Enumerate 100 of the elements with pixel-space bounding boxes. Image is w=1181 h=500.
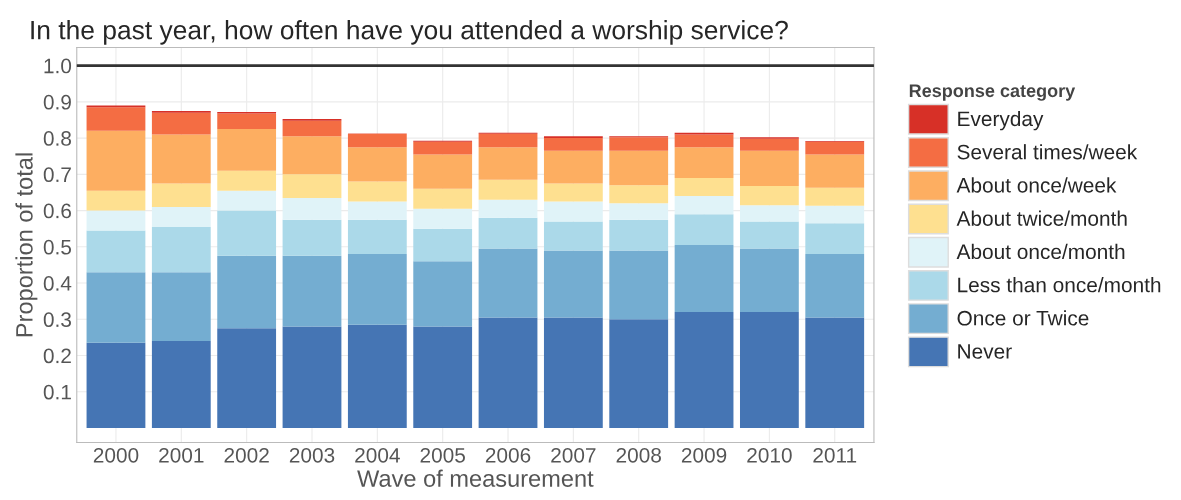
x-tick-label: 2011 (813, 447, 857, 463)
bar (282, 136, 342, 175)
bar (609, 250, 669, 320)
x-tick-label: 2010 (747, 447, 792, 463)
bar (86, 272, 146, 343)
y-tick-label: 0.4 (43, 276, 72, 291)
bar (543, 138, 603, 151)
bar (478, 133, 538, 148)
y-axis-title: Proportion of total (15, 153, 38, 337)
legend-label: About once/month (956, 243, 1125, 260)
bar (674, 134, 734, 148)
legend-label: About twice/month (956, 210, 1127, 226)
x-tick-label: 2009 (681, 447, 727, 463)
bar (805, 187, 865, 206)
bar (347, 254, 407, 325)
bar (805, 317, 865, 428)
bar (805, 205, 865, 224)
bar (347, 133, 407, 148)
y-tick-label: 0.2 (43, 348, 71, 364)
bar (151, 206, 211, 227)
legend-label: About once/week (956, 177, 1117, 193)
bar (478, 147, 538, 180)
y-tick-label: 0.9 (43, 94, 71, 110)
bar (413, 261, 473, 327)
bar (151, 134, 211, 184)
bar (805, 254, 865, 318)
x-tick-label: 2006 (485, 447, 531, 463)
bar (282, 120, 342, 137)
bar (805, 223, 865, 255)
y-tick-label: 0.3 (43, 312, 71, 328)
bar (478, 199, 538, 218)
bar (86, 190, 146, 211)
bar (478, 217, 538, 249)
bar (543, 201, 603, 222)
bar (674, 196, 734, 215)
bar (674, 177, 734, 197)
y-tick-label: 0.6 (43, 203, 71, 219)
bar (347, 324, 407, 428)
bar (543, 150, 603, 184)
bar (413, 188, 473, 209)
y-tick-label: 0.1 (43, 384, 71, 400)
bar (739, 221, 799, 249)
bar (347, 201, 407, 220)
legend-label: Once or Twice (957, 310, 1089, 326)
bar (217, 210, 277, 256)
x-tick-label: 2004 (355, 447, 400, 463)
legend-label: Less than once/month (958, 277, 1161, 293)
bar (217, 328, 277, 428)
x-tick-label: 2000 (93, 447, 139, 463)
bar (478, 248, 538, 318)
bar (413, 208, 473, 229)
chart-title: In the past year, how often have you attended a worship service? (31, 20, 788, 45)
bar (86, 230, 146, 273)
bar (151, 112, 211, 135)
bar (282, 255, 342, 327)
bar (674, 147, 734, 178)
y-tick-label: 0.7 (43, 167, 71, 183)
bar (413, 326, 473, 428)
bar (609, 185, 669, 204)
bar (151, 183, 211, 207)
bar (413, 154, 473, 189)
bar (609, 219, 669, 251)
bar (413, 141, 473, 155)
bar (151, 272, 211, 342)
bar (282, 219, 342, 256)
bar (413, 228, 473, 262)
legend-title: Response category (909, 84, 1076, 101)
bar (739, 185, 799, 206)
bar (739, 312, 799, 428)
x-tick-label: 2003 (289, 447, 335, 463)
bar (151, 226, 211, 273)
bar (217, 190, 277, 211)
bar (543, 183, 603, 202)
bar (543, 317, 603, 428)
bar (674, 312, 734, 428)
bar (86, 107, 146, 131)
bar (86, 342, 146, 428)
bar (347, 147, 407, 182)
bar (282, 197, 342, 220)
bar (739, 248, 799, 313)
bar (217, 113, 277, 130)
bar (478, 317, 538, 428)
bar (543, 221, 603, 251)
y-tick-label: 1.0 (44, 58, 72, 74)
bar (347, 219, 407, 255)
bar (478, 179, 538, 200)
bar (739, 138, 799, 151)
legend-label: Several times/week (957, 144, 1138, 160)
bar (805, 141, 865, 155)
bar (609, 137, 669, 151)
bar (217, 129, 277, 171)
bar (86, 130, 146, 191)
bar (609, 150, 669, 186)
bar (609, 319, 669, 428)
bar (739, 205, 799, 222)
x-tick-label: 2007 (551, 447, 596, 463)
x-tick-label: 2005 (420, 447, 465, 463)
bar (347, 181, 407, 202)
x-tick-label: 2002 (224, 447, 269, 463)
bar (282, 174, 342, 198)
